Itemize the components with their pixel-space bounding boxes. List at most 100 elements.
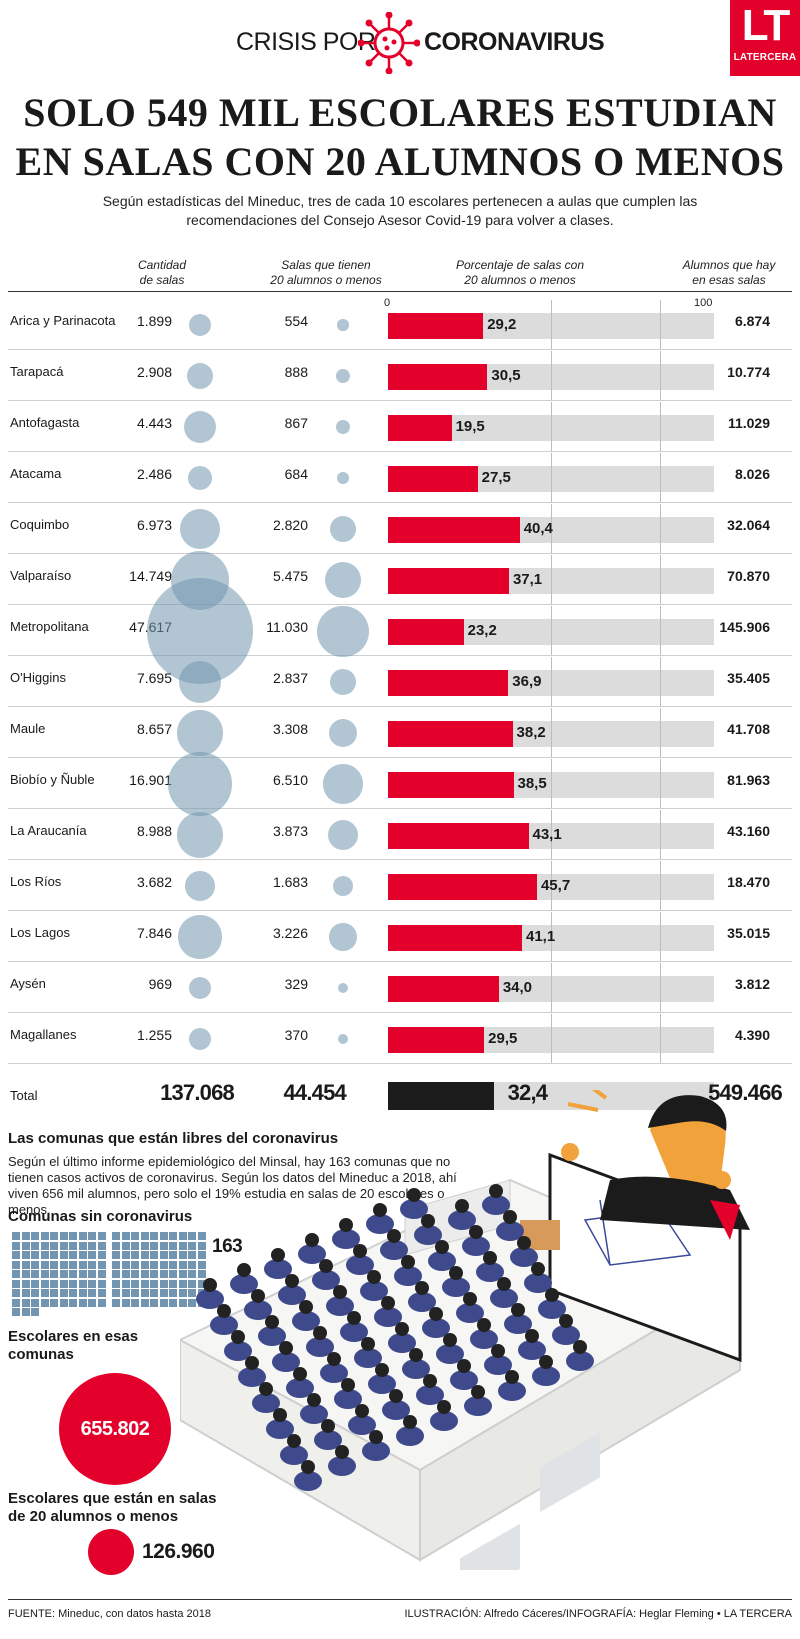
gridline [551, 351, 552, 401]
comuna-square-icon [78, 1232, 87, 1240]
comuna-square-icon [59, 1279, 68, 1288]
comuna-square-icon [69, 1289, 77, 1297]
row-divider [8, 655, 792, 656]
gridline [551, 606, 552, 656]
escolares-label-l2: comunas [8, 1346, 74, 1363]
pct-label: 27,5 [481, 469, 511, 486]
gridline [660, 606, 662, 656]
salas-value: 1.899 [136, 313, 172, 329]
comuna-square-icon [169, 1279, 177, 1288]
comunas-title: Las comunas que están libres del coronav… [8, 1130, 339, 1147]
comuna-square-icon [178, 1260, 187, 1269]
comuna-square-icon [40, 1279, 49, 1288]
alumnos-value: 10.774 [727, 364, 770, 380]
pct-label: 41,1 [525, 928, 556, 945]
comuna-square-icon [169, 1232, 177, 1240]
salas-value: 2.486 [136, 466, 172, 482]
gridline [551, 912, 552, 962]
pct-label: 45,7 [540, 877, 571, 894]
comuna-square-icon [12, 1308, 20, 1316]
salas20-bubble [317, 605, 369, 657]
comuna-square-icon [78, 1260, 87, 1269]
salas-value: 14.749 [129, 568, 172, 584]
col-head-salas20-l2: 20 alumnos o menos [270, 273, 382, 287]
la-tercera-logo: LT LATERCERA [730, 0, 800, 76]
comuna-square-icon [159, 1298, 168, 1307]
region-name: La Araucanía [10, 823, 87, 838]
comuna-square-icon [50, 1298, 58, 1307]
salas-value: 8.988 [136, 823, 172, 839]
comuna-square-icon [88, 1251, 96, 1259]
comuna-square-icon [40, 1298, 49, 1307]
comuna-square-icon [21, 1270, 30, 1278]
comuna-square-icon [31, 1241, 39, 1250]
table-row: Los Lagos 7.846 3.226 41,1 35.015 [0, 912, 800, 962]
salas20-value: 6.510 [272, 772, 308, 788]
salas-bubble [189, 977, 211, 999]
alumnos-value: 6.874 [734, 313, 770, 329]
footer-credits: ILUSTRACIÓN: Alfredo Cáceres/INFOGRAFÍA:… [404, 1608, 792, 1620]
scale-min-label: 0 [384, 297, 391, 309]
comuna-square-icon [178, 1298, 187, 1307]
salas20-bubble [325, 562, 361, 598]
comuna-square-icon [21, 1251, 30, 1259]
gridline [660, 657, 662, 707]
pct-label: 30,5 [491, 367, 521, 384]
comuna-square-icon [140, 1241, 149, 1250]
pct-bar [388, 976, 499, 1002]
header-divider [8, 291, 792, 292]
comuna-square-icon [112, 1270, 120, 1278]
row-divider [8, 553, 792, 554]
comuna-square-icon [131, 1260, 139, 1269]
col-head-alumnos: Alumnos que hay en esas salas [670, 258, 788, 288]
alumnos-value: 11.029 [727, 415, 770, 431]
salas-value: 1.255 [136, 1027, 172, 1043]
comuna-square-icon [150, 1289, 158, 1297]
gridline [660, 912, 662, 962]
pct-label: 34,0 [502, 979, 533, 996]
comuna-square-icon [69, 1260, 77, 1269]
comuna-square-icon [131, 1289, 139, 1297]
salas20-label-l1: Escolares que están en salas [8, 1490, 217, 1507]
gridline [551, 657, 552, 707]
comuna-square-icon [150, 1298, 158, 1307]
comuna-square-icon [150, 1251, 158, 1259]
comuna-square-icon [131, 1232, 139, 1240]
salas20-value: 2.837 [272, 670, 308, 686]
region-name: Biobío y Ñuble [10, 772, 95, 787]
table-row: Antofagasta 4.443 867 19,5 11.029 [0, 402, 800, 452]
comuna-square-icon [12, 1260, 20, 1269]
comuna-square-icon [97, 1260, 106, 1269]
table-row: Aysén 969 329 34,0 3.812 [0, 963, 800, 1013]
total-row: Total 137.068 44.454 32,4 549.466 [0, 1070, 800, 1120]
salas20-bubble [329, 719, 357, 747]
pct-label: 19,5 [455, 418, 485, 435]
comuna-square-icon [31, 1270, 39, 1278]
comuna-square-icon [169, 1270, 177, 1278]
salas20-value: 5.475 [272, 568, 308, 584]
total-salas20: 44.454 [283, 1080, 347, 1105]
comuna-square-icon [131, 1241, 139, 1250]
region-name: Aysén [10, 976, 46, 991]
comuna-square-icon [88, 1270, 96, 1278]
total-bar [388, 1082, 494, 1110]
comuna-square-icon [97, 1232, 106, 1240]
comuna-square-icon [12, 1298, 20, 1307]
row-divider [8, 349, 792, 350]
comuna-square-icon [140, 1270, 149, 1278]
comuna-square-icon [88, 1260, 96, 1269]
row-divider [8, 502, 792, 503]
comuna-square-icon [78, 1270, 87, 1278]
salas20-value: 126.960 [142, 1540, 215, 1563]
comuna-square-icon [131, 1279, 139, 1288]
comuna-square-icon [31, 1298, 39, 1307]
comuna-square-icon [112, 1251, 120, 1259]
comuna-square-icon [188, 1232, 196, 1240]
gridline [660, 402, 662, 452]
comuna-square-icon [21, 1279, 30, 1288]
comuna-square-icon [21, 1260, 30, 1269]
salas-value: 4.443 [136, 415, 172, 431]
comuna-square-icon [40, 1260, 49, 1269]
gridline [551, 504, 552, 554]
